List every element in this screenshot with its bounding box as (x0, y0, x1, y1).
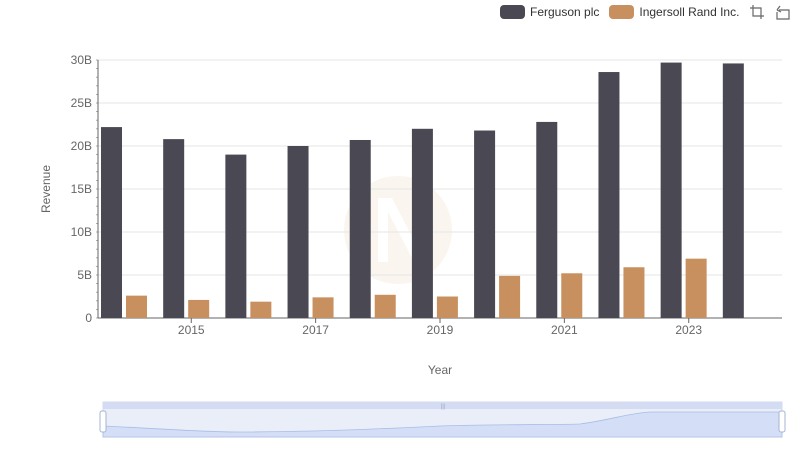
bar-ingersoll-2015[interactable] (188, 299, 210, 318)
legend-item-ferguson[interactable]: Ferguson plc (500, 5, 599, 19)
slider-preview-area (102, 411, 783, 438)
y-tick-label: 15B (71, 182, 92, 196)
slider-left-handle[interactable] (99, 410, 107, 433)
bar-ingersoll-2021[interactable] (561, 273, 583, 318)
data-zoom-slider[interactable]: ||| (99, 401, 786, 438)
y-tick-label: 5B (77, 268, 92, 282)
x-tick-label: 2023 (675, 323, 702, 337)
bar-ingersoll-2017[interactable] (312, 297, 334, 318)
y-tick-label: 30B (71, 53, 92, 67)
legend-swatch-ferguson (500, 5, 525, 19)
bar-ferguson-2022[interactable] (598, 72, 620, 318)
bar-ingersoll-2016[interactable] (250, 301, 272, 318)
bar-ferguson-2014[interactable] (101, 127, 122, 318)
legend-swatch-ingersoll (609, 5, 635, 19)
y-tick-label: 20B (71, 139, 92, 153)
zoom-icon[interactable] (749, 4, 765, 20)
x-tick-label: 2019 (427, 323, 454, 337)
bar-ferguson-2020[interactable] (474, 130, 496, 318)
y-tick-label: 10B (71, 225, 92, 239)
bar-ingersoll-2022[interactable] (623, 267, 645, 318)
bar-ingersoll-2018[interactable] (374, 294, 396, 318)
slider-right-handle[interactable] (778, 410, 786, 433)
bar-ferguson-2019[interactable] (411, 128, 433, 318)
bar-ingersoll-2019[interactable] (436, 296, 458, 319)
chart-legend: Ferguson plc Ingersoll Rand Inc. (500, 4, 791, 20)
bar-ferguson-2021[interactable] (536, 121, 558, 318)
slider-grip-icon[interactable]: ||| (441, 404, 446, 410)
y-tick-label: 25B (71, 96, 92, 110)
bar-ferguson-2018[interactable] (349, 139, 371, 318)
y-tick-label: 0 (85, 311, 92, 325)
reset-icon[interactable] (775, 4, 791, 20)
x-tick-label: 2017 (302, 323, 329, 337)
slider-selected-range[interactable] (103, 402, 782, 409)
legend-item-ingersoll[interactable]: Ingersoll Rand Inc. (609, 5, 739, 19)
bar-ingersoll-2014[interactable] (126, 295, 147, 318)
x-tick-label: 2015 (178, 323, 205, 337)
bar-ferguson-2015[interactable] (163, 139, 185, 318)
legend-label-ferguson: Ferguson plc (530, 5, 600, 19)
bar-ferguson-2016[interactable] (225, 154, 247, 318)
bar-ferguson-2024[interactable] (722, 63, 744, 318)
x-tick-label: 2021 (551, 323, 578, 337)
bar-ingersoll-2023[interactable] (685, 258, 707, 318)
bar-ferguson-2017[interactable] (287, 146, 309, 318)
x-axis-label: Year (428, 363, 452, 377)
y-axis-label: Revenue (39, 165, 53, 213)
legend-label-ingersoll: Ingersoll Rand Inc. (639, 5, 740, 19)
bar-ingersoll-2020[interactable] (499, 275, 521, 318)
bar-ferguson-2023[interactable] (660, 62, 682, 318)
